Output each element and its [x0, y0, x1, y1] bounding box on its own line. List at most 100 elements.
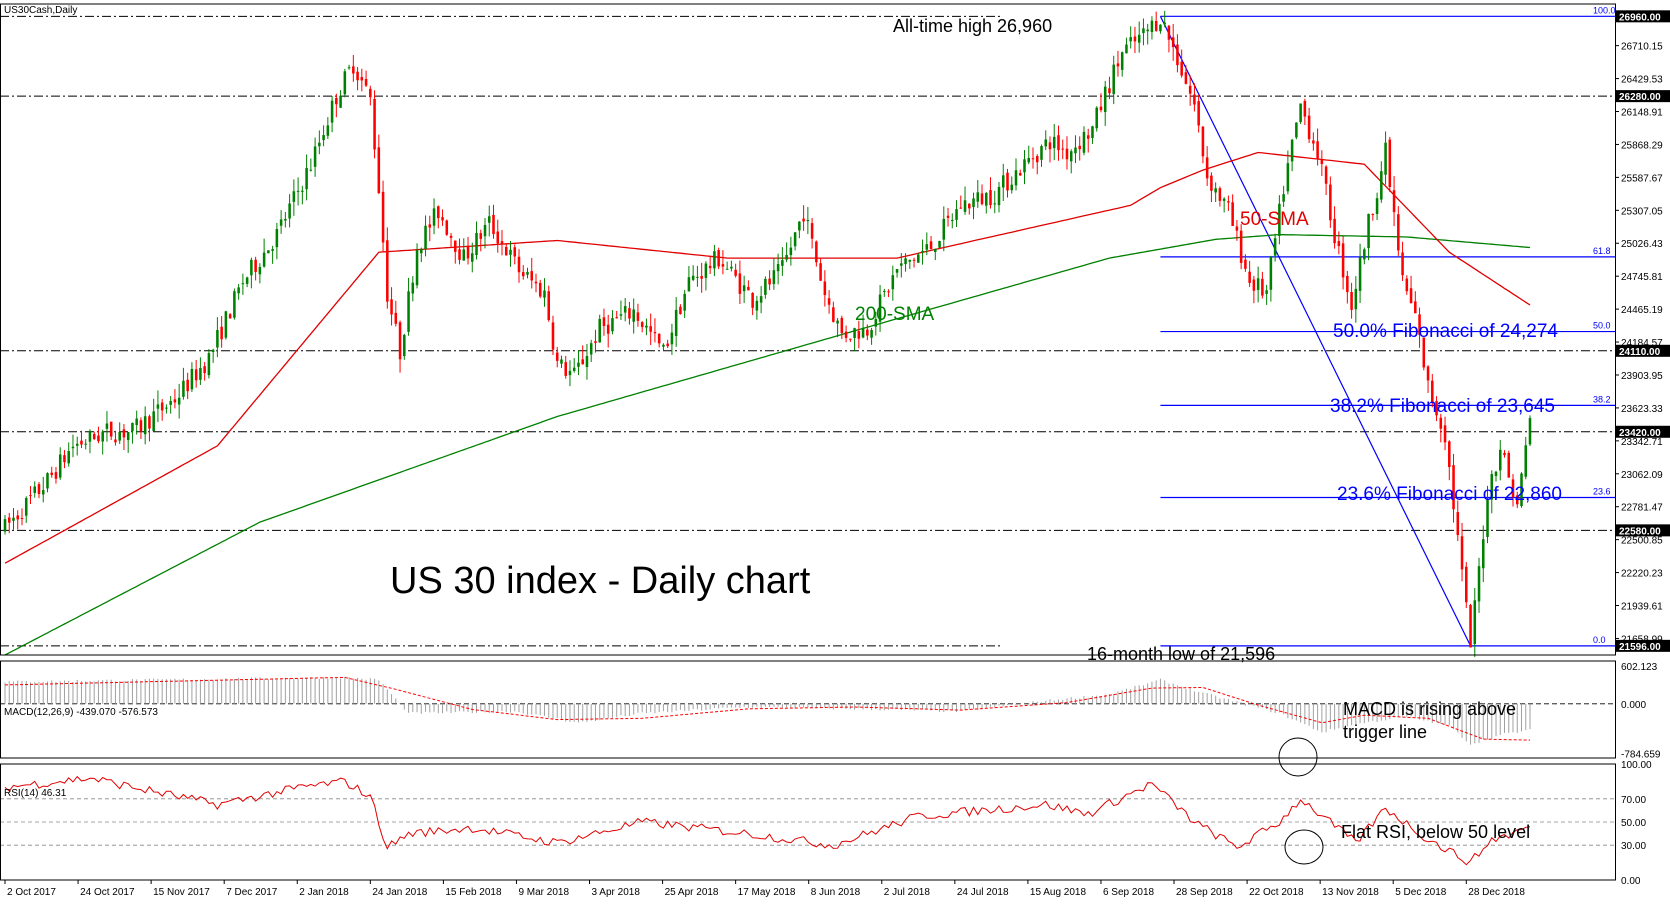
- rsi-panel-frame: [0, 763, 1616, 881]
- candle-body: [551, 322, 555, 350]
- candle-body: [118, 432, 121, 441]
- candle-body: [186, 379, 189, 392]
- candle-body: [199, 367, 202, 380]
- candle-body: [1337, 241, 1341, 247]
- candle-body: [1507, 452, 1511, 478]
- candle-body: [993, 203, 997, 205]
- candle-body: [1023, 159, 1026, 173]
- price-axis-label: 22781.47: [1621, 503, 1663, 514]
- candle-body: [509, 249, 512, 255]
- candle-body: [394, 312, 398, 324]
- candle-body: [250, 259, 253, 276]
- annotation-rsi: Flat RSI, below 50 level: [1341, 822, 1530, 842]
- price-axis-label: 22500.85: [1621, 536, 1663, 547]
- candle-body: [1409, 288, 1413, 304]
- candle-body: [504, 246, 508, 256]
- candle-body: [322, 135, 325, 141]
- candle-body: [1431, 380, 1434, 404]
- candle-body: [470, 253, 474, 262]
- candle-body: [1346, 275, 1349, 293]
- level-label-box: [1616, 524, 1670, 537]
- candle-body: [1044, 139, 1048, 147]
- candle-body: [581, 359, 584, 365]
- candle-body: [883, 290, 886, 292]
- time-axis-label: 7 Dec 2017: [226, 887, 278, 898]
- candle-body: [572, 367, 576, 371]
- candle-body: [976, 192, 980, 202]
- candle-body: [1116, 63, 1120, 67]
- candle-body: [216, 329, 219, 348]
- candle-body: [934, 248, 937, 252]
- candle-body: [1494, 471, 1498, 477]
- candle-body: [1473, 600, 1477, 645]
- candle-body: [41, 490, 45, 495]
- candle-body: [1201, 126, 1205, 157]
- candle-body: [980, 193, 984, 205]
- candle-body: [606, 324, 610, 334]
- time-axis-label: 24 Jan 2018: [372, 887, 427, 898]
- macd-panel-frame: [0, 660, 1616, 759]
- candle-body: [1439, 417, 1443, 429]
- fibonacci-level-label: 23.6: [1593, 487, 1611, 497]
- candle-body: [560, 359, 563, 364]
- candle-body: [793, 232, 797, 247]
- candle-body: [1180, 61, 1183, 76]
- candle-body: [866, 329, 869, 336]
- candle-body: [1354, 288, 1358, 310]
- candle-body: [1418, 314, 1421, 335]
- candle-body: [1498, 449, 1502, 471]
- candle-body: [1435, 401, 1438, 416]
- candle-body: [772, 270, 776, 285]
- candle-body: [148, 416, 151, 429]
- candle-body: [666, 343, 669, 347]
- candle-body: [874, 319, 878, 327]
- candle-body: [1282, 194, 1285, 202]
- candle-body: [1222, 198, 1226, 201]
- candle-body: [942, 218, 946, 240]
- candle-body: [764, 278, 767, 295]
- price-axis-label: 21939.61: [1621, 602, 1663, 613]
- candle-body: [143, 416, 147, 435]
- price-axis-label: 22220.23: [1621, 569, 1663, 580]
- candle-body: [1367, 213, 1370, 249]
- candle-body: [1486, 499, 1489, 538]
- level-label: 23420.00: [1619, 428, 1661, 439]
- candle-body: [670, 332, 674, 345]
- candle-body: [1014, 170, 1018, 186]
- candle-body: [1078, 145, 1081, 150]
- candle-body: [1414, 301, 1417, 314]
- candle-body: [97, 435, 100, 442]
- candle-body: [929, 241, 933, 250]
- candle-body: [1482, 539, 1485, 569]
- candle-body: [173, 399, 177, 403]
- time-axis-label: 17 May 2018: [738, 887, 796, 898]
- candle-body: [1448, 441, 1451, 468]
- candle-body: [24, 498, 28, 516]
- candle-body: [301, 190, 304, 192]
- candle-body: [904, 258, 907, 265]
- annotation-all-time-high: All-time high 26,960: [893, 16, 1052, 36]
- candle-body: [1320, 159, 1324, 165]
- candle-body: [220, 326, 223, 340]
- candle-body: [738, 273, 742, 294]
- candle-body: [708, 265, 712, 269]
- candle-body: [1065, 148, 1069, 160]
- candle-body: [135, 418, 138, 426]
- price-axis-label: 24745.81: [1621, 272, 1663, 283]
- price-axis-label: 23623.33: [1621, 404, 1663, 415]
- candle-body: [704, 263, 708, 278]
- candle-body: [492, 214, 495, 235]
- candle-body: [458, 249, 461, 260]
- candle-body: [1456, 512, 1460, 536]
- candle-body: [1137, 34, 1141, 43]
- candle-body: [432, 208, 436, 226]
- fibonacci-trend-line: [1159, 16, 1472, 647]
- candle-body: [156, 404, 160, 409]
- candle-body: [356, 71, 359, 81]
- candle-body: [126, 432, 130, 441]
- candle-body: [1358, 257, 1362, 291]
- level-label: 24110.00: [1619, 347, 1661, 358]
- candle-body: [908, 259, 912, 262]
- candle-body: [339, 95, 342, 108]
- candle-body: [428, 224, 432, 228]
